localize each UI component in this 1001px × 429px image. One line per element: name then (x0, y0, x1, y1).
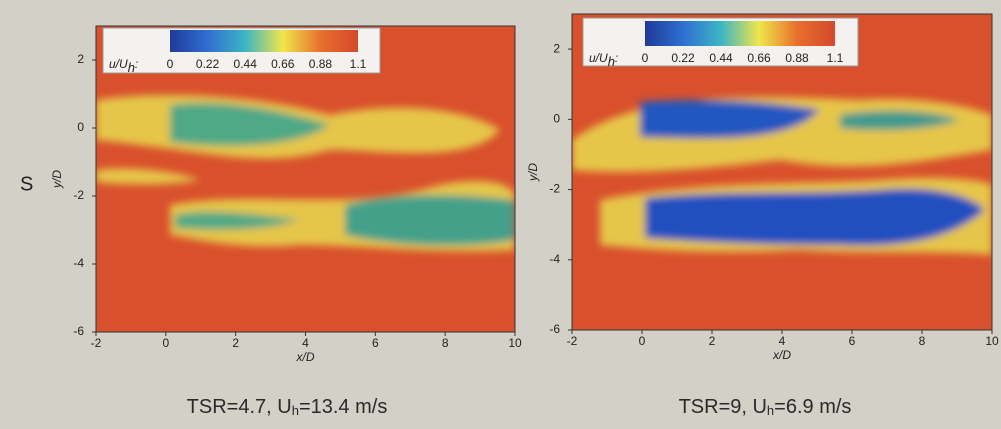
label: u/Uh: (589, 51, 618, 69)
y-tick-label: -6 (73, 324, 84, 338)
x-tick-label: 0 (162, 336, 169, 350)
subscript: h (292, 403, 299, 418)
label-part: TSR=4.7, U (187, 396, 292, 418)
colorbar (645, 21, 835, 46)
field (572, 14, 992, 330)
x-tick-label: 2 (232, 336, 239, 350)
colorbar-tick-label: 0.66 (747, 51, 771, 65)
x-tick-label: 4 (779, 334, 786, 348)
colorbar-tick-label: 0.44 (709, 51, 733, 65)
x-tick-label: 6 (849, 334, 856, 348)
label-part: : (615, 51, 618, 65)
label: TSR=4.7, Uh=13.4 m/s (187, 396, 388, 418)
x-tick-label: 8 (919, 334, 926, 348)
y-tick-label: 2 (77, 52, 84, 66)
label-part: =13.4 m/s (299, 396, 387, 418)
colorbar-tick-label: 1.1 (827, 51, 844, 65)
field (96, 26, 515, 332)
x-axis-label: x/D (296, 350, 315, 364)
y-tick-label: -2 (73, 188, 84, 202)
side-label: S (20, 173, 33, 195)
subscript: h (767, 403, 774, 418)
x-tick-label: 4 (302, 336, 309, 350)
y-axis-label: y/D (50, 170, 64, 189)
colorbar-tick-label: 0.44 (234, 57, 258, 71)
subscript: h (608, 54, 615, 69)
label-part: =6.9 m/s (774, 396, 851, 418)
y-tick-label: 0 (77, 120, 84, 134)
colorbar-tick-label: 0.88 (785, 51, 809, 65)
colorbar-tick-label: 0.22 (671, 51, 695, 65)
colorbar-tick-label: 0 (642, 51, 649, 65)
x-tick-label: 10 (985, 334, 999, 348)
label-part: : (135, 57, 138, 71)
label: TSR=9, Uh=6.9 m/s (679, 396, 852, 418)
colorbar-tick-label: 0.66 (271, 57, 295, 71)
x-tick-label: -2 (91, 336, 102, 350)
y-tick-label: -6 (549, 322, 560, 336)
colorbar-tick-label: 1.1 (350, 57, 367, 71)
x-tick-label: 6 (372, 336, 379, 350)
x-tick-label: 10 (508, 336, 522, 350)
x-tick-label: 2 (709, 334, 716, 348)
y-tick-label: -4 (549, 252, 560, 266)
label-part: u/U (589, 51, 608, 65)
label: u/Uh: (109, 57, 138, 75)
x-tick-label: -2 (567, 334, 578, 348)
y-tick-label: -2 (549, 182, 560, 196)
y-tick-label: 2 (553, 41, 560, 55)
y-tick-label: 0 (553, 112, 560, 126)
colorbar-tick-label: 0.88 (309, 57, 333, 71)
colorbar-tick-label: 0.22 (196, 57, 220, 71)
colorbar-tick-label: 0 (167, 57, 174, 71)
label-part: TSR=9, U (679, 396, 767, 418)
x-axis-label: x/D (772, 348, 791, 362)
y-axis-label: y/D (526, 163, 540, 182)
subscript: h (128, 60, 135, 75)
x-tick-label: 0 (639, 334, 646, 348)
colorbar (170, 30, 358, 52)
x-tick-label: 8 (442, 336, 449, 350)
y-tick-label: -4 (73, 256, 84, 270)
label-part: u/U (109, 57, 128, 71)
